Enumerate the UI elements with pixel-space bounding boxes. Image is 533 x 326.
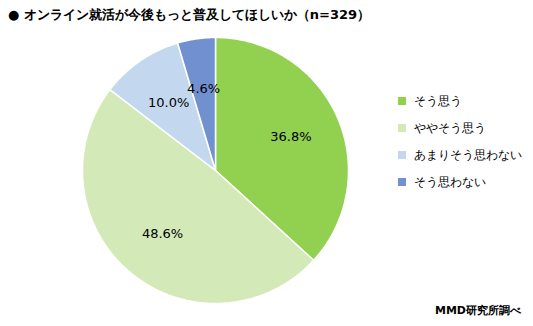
svg-text:10.0%: 10.0%	[148, 95, 189, 110]
svg-text:4.6%: 4.6%	[187, 81, 220, 96]
html-text:あまりそう思わない: あまりそう思わない	[414, 147, 522, 162]
html-text:そう思わない: そう思わない	[414, 174, 486, 189]
html-text:● オンライン就活が今後もっと普及してほしいか（n=329）: ● オンライン就活が今後もっと普及してほしいか（n=329）	[8, 7, 371, 22]
html-text:そう思う: そう思う	[414, 93, 462, 108]
svg-text:48.6%: 48.6%	[142, 226, 183, 241]
html-text:ややそう思う: ややそう思う	[414, 120, 486, 135]
html-text:MMD研究所調べ: MMD研究所調べ	[435, 304, 521, 317]
svg-text:36.8%: 36.8%	[270, 129, 311, 144]
